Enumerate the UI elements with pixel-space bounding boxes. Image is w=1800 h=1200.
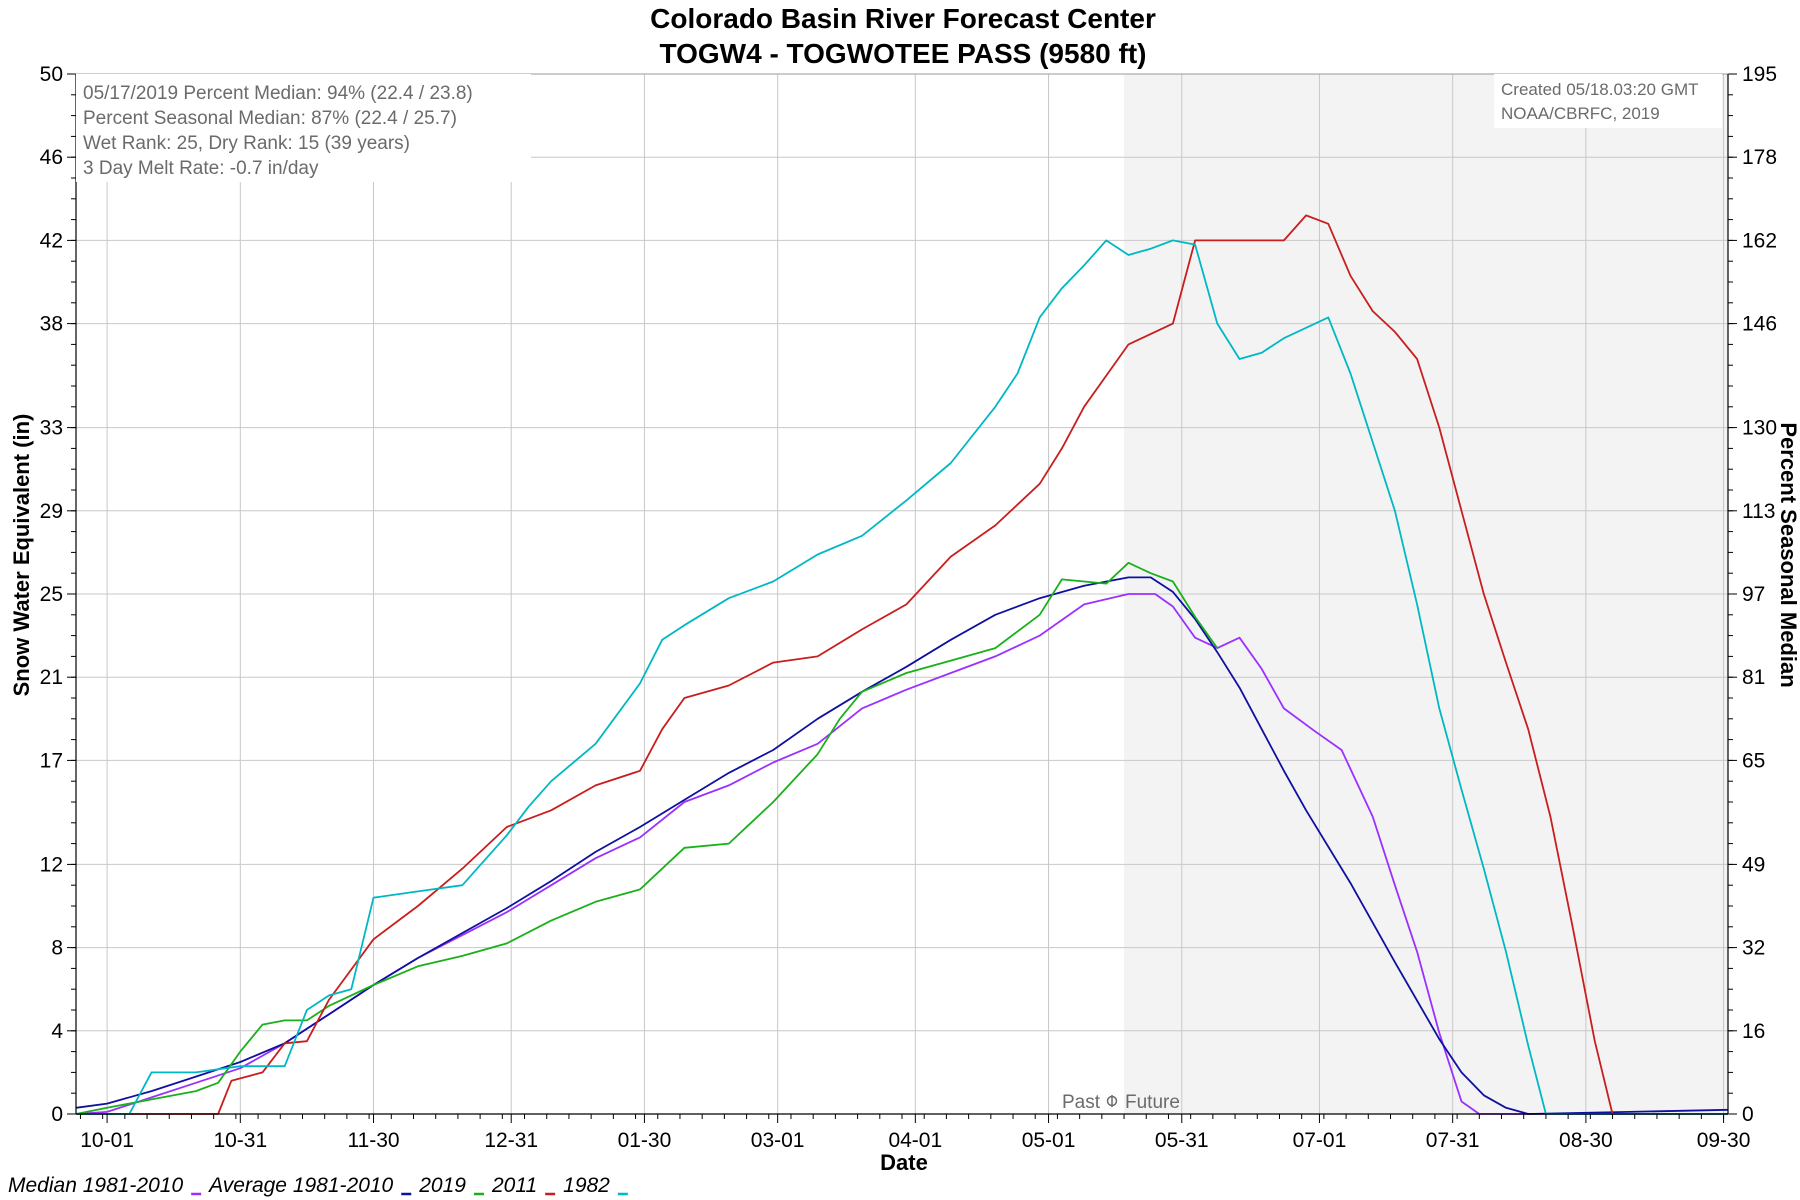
x-tick-label: 09-30: [1697, 1129, 1751, 1152]
x-tick-label: 11-30: [347, 1129, 399, 1152]
credit-agency: NOAA/CBRFC, 2019: [1501, 104, 1660, 123]
past-future-marker-icon: [1106, 1095, 1118, 1107]
x-axis-label: Date: [880, 1150, 928, 1175]
x-tick-label: 10-01: [80, 1129, 134, 1152]
x-tick-label: 04-01: [888, 1129, 942, 1152]
y2-tick-label: 81: [1742, 666, 1765, 689]
series-line-5: [76, 239, 1728, 1115]
y-tick-label: 17: [40, 749, 63, 772]
series-line-3: [75, 561, 1219, 1115]
series-line-2: [75, 576, 1729, 1115]
x-tick-label: 05-01: [1022, 1129, 1076, 1152]
y2-axis-label: Percent Seasonal Median: [1776, 422, 1800, 687]
legend-label-4: 2011: [491, 1174, 537, 1197]
info-percent-seasonal-median: Percent Seasonal Median: 87% (22.4 / 25.…: [83, 108, 457, 129]
legend: Median 1981-2010 Average 1981-2010 2019 201…: [8, 1174, 628, 1197]
y-tick-label: 33: [40, 417, 63, 440]
x-tick-label: 01-30: [618, 1129, 672, 1152]
x-tick-label: 10-31: [213, 1129, 267, 1152]
y2-tick-label: 195: [1742, 63, 1777, 86]
credit-created: Created 05/18.03:20 GMT: [1501, 80, 1699, 99]
info-melt-rate: 3 Day Melt Rate: -0.7 in/day: [83, 158, 319, 179]
chart-subtitle: TOGW4 - TOGWOTEE PASS (9580 ft): [660, 38, 1147, 69]
credit-box: [1494, 74, 1722, 128]
legend-label-1: Median 1981-2010: [8, 1174, 183, 1197]
past-label: Past: [1062, 1092, 1101, 1113]
y2-tick-label: 178: [1742, 146, 1777, 169]
y2-tick-label: 130: [1742, 417, 1777, 440]
x-tick-label: 07-01: [1293, 1129, 1347, 1152]
info-rank: Wet Rank: 25, Dry Rank: 15 (39 years): [83, 133, 410, 154]
y2-tick-label: 16: [1742, 1020, 1765, 1043]
series-lines: [75, 214, 1729, 1115]
axes: [67, 73, 1737, 1123]
y-tick-label: 29: [40, 500, 63, 523]
y2-tick-label: 0: [1742, 1103, 1754, 1126]
y2-tick-label: 32: [1742, 937, 1765, 960]
x-tick-label: 08-30: [1559, 1129, 1613, 1152]
y2-tick-label: 146: [1742, 313, 1777, 336]
x-tick-label: 12-31: [484, 1129, 538, 1152]
tick-labels: 10-01 10-31 11-30 12-31 01-30 03-01 04-01 05-01…: [40, 63, 1777, 1152]
y2-tick-label: 113: [1742, 500, 1775, 523]
y2-tick-label: 65: [1742, 749, 1765, 772]
y-tick-label: 25: [40, 583, 63, 606]
y2-tick-label: 162: [1742, 229, 1777, 252]
x-tick-label: 07-31: [1426, 1129, 1480, 1152]
info-box: [76, 74, 531, 182]
future-label: Future: [1125, 1092, 1180, 1113]
y-tick-label: 42: [40, 229, 63, 252]
y-tick-label: 8: [51, 937, 63, 960]
y-tick-label: 46: [40, 146, 63, 169]
y-tick-label: 50: [40, 63, 63, 86]
y-tick-label: 12: [40, 853, 63, 876]
y-tick-label: 4: [51, 1020, 63, 1043]
x-tick-label: 05-31: [1155, 1129, 1209, 1152]
chart-title: Colorado Basin River Forecast Center: [650, 3, 1156, 34]
y-tick-label: 38: [40, 313, 63, 336]
legend-label-5: 1982: [563, 1174, 610, 1197]
series-line-4: [76, 214, 1728, 1115]
info-percent-median: 05/17/2019 Percent Median: 94% (22.4 / 2…: [83, 83, 473, 104]
y-tick-label: 0: [51, 1103, 63, 1126]
legend-label-3: 2019: [418, 1174, 466, 1197]
y2-tick-label: 97: [1742, 583, 1765, 606]
legend-label-2: Average 1981-2010: [207, 1174, 393, 1197]
y-tick-label: 21: [40, 666, 63, 689]
y2-tick-label: 49: [1742, 853, 1765, 876]
y-axis-label: Snow Water Equivalent (in): [9, 414, 34, 697]
x-tick-label: 03-01: [751, 1129, 805, 1152]
